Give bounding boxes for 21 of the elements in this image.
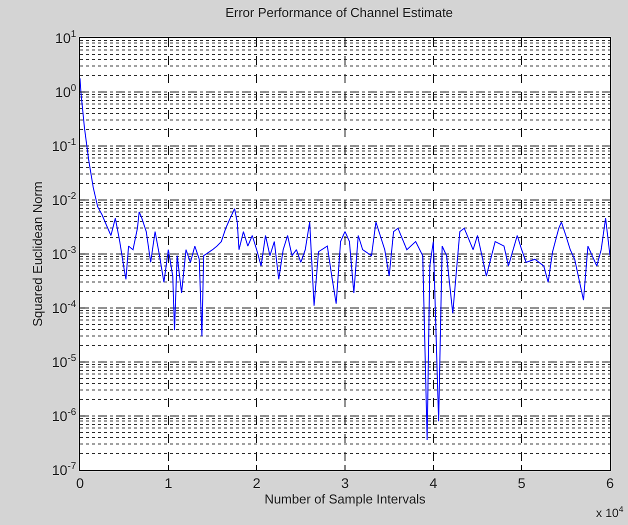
y-tick-label: 10$^{1}$ <box>55 29 76 46</box>
x-tick-label: 2 <box>252 474 261 491</box>
x-tick-label: 0 <box>76 474 84 491</box>
y-axis-title: Squared Euclidean Norm <box>30 181 45 327</box>
y-tick-label: 10$^{-1}$ <box>52 137 76 154</box>
chart-title: Error Performance of Channel Estimate <box>225 4 453 20</box>
y-tick-label: 10$^{-4}$ <box>52 299 77 316</box>
y-tick-label: 10$^{-6}$ <box>52 407 77 424</box>
x-tick-label: 4 <box>429 474 438 491</box>
y-tick-label: 10$^{-2}$ <box>52 191 76 208</box>
y-tick-label: 10$^{-3}$ <box>52 245 77 262</box>
y-tick-label: 10$^{0}$ <box>55 83 77 100</box>
y-tick-label: 10$^{-5}$ <box>52 353 77 370</box>
x-tick-label: 3 <box>341 474 350 491</box>
x-axis-title: Number of Sample Intervals <box>264 491 426 506</box>
x-tick-label: 6 <box>606 474 614 491</box>
line-series <box>80 78 610 440</box>
text: x 10$^{4}$ <box>596 504 624 520</box>
x-tick-label: 1 <box>164 474 172 491</box>
y-tick-label: 10$^{-7}$ <box>52 461 76 478</box>
x-tick-label: 5 <box>518 474 526 491</box>
